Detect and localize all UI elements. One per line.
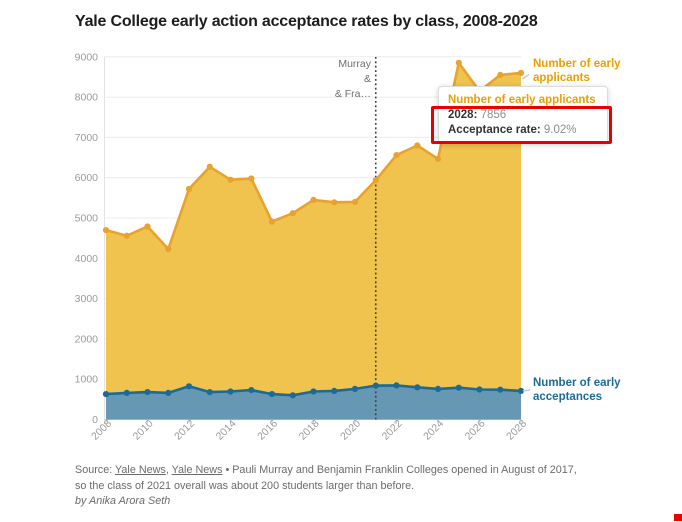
acceptances-point[interactable] (476, 386, 483, 393)
source-separator: , (165, 464, 172, 476)
x-tick-label: 2010 (131, 418, 156, 443)
tooltip-year-value: 7856 (480, 109, 507, 121)
x-tick-label: 2014 (214, 418, 239, 443)
applicants-point[interactable] (331, 199, 338, 206)
x-tick-label: 2012 (172, 418, 197, 443)
x-tick-label: 2022 (380, 418, 405, 443)
applicants-point[interactable] (497, 71, 504, 78)
x-tick-label: 2020 (338, 418, 363, 443)
acceptances-point[interactable] (517, 387, 525, 394)
applicants-point[interactable] (434, 155, 442, 162)
acceptances-point[interactable] (455, 384, 462, 391)
applicants-point[interactable] (123, 232, 130, 239)
acceptances-point[interactable] (185, 383, 193, 390)
tooltip-year-label: 2028: (448, 109, 478, 121)
applicants-point[interactable] (372, 177, 379, 184)
applicants-series-label-line1: Number of early (533, 58, 621, 70)
acceptances-point[interactable] (414, 384, 421, 391)
byline: by Anika Arora Seth (75, 495, 171, 507)
acceptances-point[interactable] (289, 392, 296, 399)
applicants-point[interactable] (206, 163, 213, 170)
acceptances-point[interactable] (227, 388, 234, 395)
tooltip-rate-row: Acceptance rate: 9.02% (448, 123, 598, 138)
applicants-point[interactable] (289, 210, 296, 217)
applicants-point[interactable] (227, 176, 234, 183)
applicants-label-leader (522, 73, 530, 80)
acceptances-point[interactable] (248, 387, 255, 394)
y-tick-label: 7000 (75, 132, 99, 144)
applicants-point[interactable] (185, 185, 193, 193)
y-tick-label: 1000 (75, 374, 99, 386)
applicants-point[interactable] (517, 69, 525, 76)
y-tick-label: 5000 (75, 213, 99, 225)
annotation-line: & Fra… (334, 88, 371, 100)
y-tick-label: 2000 (75, 333, 99, 345)
acceptances-point[interactable] (351, 385, 359, 392)
applicants-point[interactable] (310, 196, 317, 203)
acceptances-series-label-line2: acceptances (533, 390, 603, 403)
tooltip-rate-label: Acceptance rate: (448, 124, 541, 136)
applicants-point[interactable] (351, 198, 359, 205)
y-tick-label: 8000 (75, 92, 99, 104)
tooltip-year-row: 2028: 7856 (448, 108, 598, 123)
y-tick-label: 6000 (75, 172, 99, 184)
acceptances-point[interactable] (144, 389, 151, 396)
acceptances-point[interactable] (310, 388, 317, 395)
source-prefix: Source: (75, 464, 116, 476)
acceptances-point[interactable] (497, 386, 504, 393)
source-link-2[interactable]: Yale News (171, 464, 223, 476)
annotation-line: & (363, 73, 371, 85)
source-note-line2: so the class of 2021 overall was about 2… (75, 479, 415, 492)
tooltip-rate-value: 9.02% (543, 124, 577, 136)
x-tick-label: 2026 (463, 418, 488, 443)
y-tick-label: 3000 (75, 293, 99, 305)
applicants-point[interactable] (455, 59, 462, 66)
highlight-artifact (674, 514, 682, 521)
acceptances-point[interactable] (123, 389, 130, 396)
y-tick-label: 0 (92, 414, 98, 426)
acceptances-point[interactable] (102, 391, 110, 398)
applicants-area[interactable] (106, 62, 521, 420)
acceptances-point[interactable] (268, 391, 276, 398)
chart-footer: Source: Yale News, Yale News • Pauli Mur… (75, 463, 577, 510)
applicants-point[interactable] (268, 218, 276, 225)
annotation-line: Murray (338, 58, 371, 70)
y-tick-label: 9000 (75, 51, 99, 63)
applicants-point[interactable] (102, 227, 110, 234)
applicants-point[interactable] (165, 245, 172, 253)
acceptances-point[interactable] (331, 387, 338, 394)
x-tick-label: 2018 (297, 418, 322, 443)
acceptances-point[interactable] (372, 382, 379, 389)
applicants-series-label: Number of early applicants (533, 58, 621, 85)
college-opening-annotation: Murray & & Fra… (335, 57, 371, 102)
source-note: • Pauli Murray and Benjamin Franklin Col… (222, 464, 577, 476)
x-tick-label: 2028 (504, 418, 529, 443)
acceptances-series-label: Number of early acceptances (533, 377, 621, 404)
tooltip-series-name: Number of early applicants (448, 94, 596, 106)
source-link-1[interactable]: Yale News (115, 464, 166, 476)
source-line: Source: Yale News, Yale News • Pauli Mur… (75, 463, 577, 479)
acceptances-series-label-line1: Number of early (533, 377, 621, 389)
applicants-point[interactable] (248, 175, 255, 182)
chart-title: Yale College early action acceptance rat… (75, 13, 538, 30)
acceptances-label-leader (522, 389, 531, 392)
x-tick-label: 2024 (421, 418, 446, 443)
acceptances-point[interactable] (434, 385, 442, 392)
tooltip: Number of early applicants 2028: 7856 Ac… (438, 86, 608, 144)
highlight-box (431, 106, 612, 144)
applicants-point[interactable] (414, 142, 421, 149)
acceptances-point[interactable] (206, 389, 213, 396)
y-tick-label: 4000 (75, 253, 99, 265)
applicants-point[interactable] (393, 152, 400, 159)
applicants-series-label-line2: applicants (533, 71, 590, 84)
acceptances-point[interactable] (393, 382, 400, 389)
x-tick-label: 2016 (255, 418, 280, 443)
acceptances-point[interactable] (165, 389, 172, 396)
applicants-point[interactable] (144, 223, 151, 230)
